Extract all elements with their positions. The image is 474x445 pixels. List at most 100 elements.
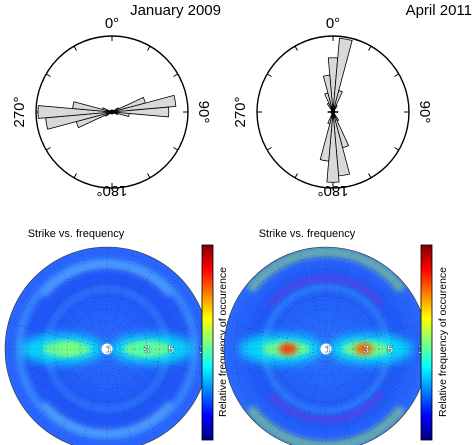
grid-spoke (55, 260, 108, 350)
rose-title: April 2011 (406, 2, 472, 19)
grid-ring (40, 282, 174, 416)
radial-label: 5 (387, 344, 393, 356)
rose-petal (111, 94, 177, 113)
radial-label: 1 (106, 344, 112, 356)
grid-spoke (237, 348, 327, 401)
rose-tick (173, 147, 179, 151)
rose-tick (73, 45, 77, 51)
rose-center (109, 109, 115, 115)
rose-petal (327, 111, 334, 125)
grid-spoke (325, 348, 353, 445)
grid-spoke (106, 322, 206, 350)
grid-ring (298, 321, 354, 377)
grid-ring (311, 334, 341, 364)
grid-spoke (227, 322, 327, 350)
colorbar (420, 244, 433, 441)
radial-label: 1 (325, 344, 331, 356)
grid-spoke (253, 348, 327, 422)
grid-spoke (325, 322, 425, 350)
grid-spoke (55, 348, 108, 438)
grid-spoke (34, 348, 108, 422)
rose-tick (173, 73, 179, 77)
rose-tick (266, 147, 272, 151)
rose-petal (322, 74, 334, 113)
heatmap-subtitle: Strike vs. frequency (259, 228, 356, 240)
grid-spoke (325, 276, 399, 350)
rose-tick (45, 73, 51, 77)
rose-tick (294, 45, 298, 51)
rose-tick (73, 173, 77, 179)
grid-ring (79, 321, 135, 377)
grid-ring (92, 334, 122, 364)
grid-spoke (325, 348, 378, 438)
grid-spoke (106, 348, 159, 438)
direction-label-north: 0° (105, 15, 119, 32)
grid-spoke (106, 276, 180, 350)
grid-spoke (253, 276, 327, 350)
grid-spoke (325, 348, 415, 401)
colorbar-label: Relative frequency of occurence (217, 267, 229, 417)
radial-label: 3 (144, 344, 150, 356)
grid-spoke (106, 348, 134, 445)
grid-spoke (299, 250, 327, 350)
rose-petal (326, 111, 340, 183)
rose-tick (368, 173, 372, 179)
direction-label-east: 90° (416, 101, 433, 124)
hotspot-peak (60, 343, 78, 355)
grid-spoke (18, 348, 108, 401)
direction-label-south: 180° (317, 182, 348, 199)
grid-spoke (8, 322, 108, 350)
center-marker (320, 343, 332, 355)
hotspot-peak (279, 343, 297, 355)
direction-label-south: 180° (96, 182, 127, 199)
direction-label-west: 270° (232, 96, 249, 127)
grid-ring (259, 282, 393, 416)
grid-spoke (106, 250, 134, 350)
radial-label: 5 (168, 344, 174, 356)
direction-label-west: 270° (11, 96, 28, 127)
rose-petal (101, 107, 113, 113)
grid-spoke (227, 348, 327, 376)
grid-spoke (274, 260, 327, 350)
heatmap-subtitle: Strike vs. frequency (28, 228, 125, 240)
grid-spoke (80, 250, 108, 350)
grid-spoke (106, 260, 159, 350)
grid-spoke (325, 297, 415, 350)
radial-label: 3 (363, 344, 369, 356)
rose-tick (147, 173, 151, 179)
direction-label-north: 0° (326, 15, 340, 32)
direction-label-east: 90° (195, 101, 212, 124)
rose-tick (368, 45, 372, 51)
grid-ring (27, 269, 187, 429)
strike-frequency-heatmap-april-2011: Strike vs. frequency 13510 Relative freq… (223, 228, 449, 445)
rose-diagram-april-2011: April 2011 0° 180° 90° 270° (232, 2, 472, 199)
strike-frequency-heatmap-january-2009: Strike vs. frequency 13510 Relative freq… (4, 228, 229, 445)
grid-spoke (80, 348, 108, 445)
grid-spoke (325, 348, 399, 422)
grid-spoke (325, 250, 353, 350)
rose-title: January 2009 (130, 2, 221, 19)
rose-petal (37, 105, 113, 119)
grid-spoke (274, 348, 327, 438)
rose-tick (45, 147, 51, 151)
rose-tick (394, 147, 400, 151)
grid-spoke (325, 348, 425, 376)
rose-center (330, 109, 336, 115)
hotspot-peak (136, 343, 154, 355)
grid-spoke (106, 348, 180, 422)
grid-ring (246, 269, 406, 429)
grid-spoke (106, 348, 196, 401)
colorbar-label: Relative frequency of occurence (437, 267, 449, 417)
grid-spoke (299, 348, 327, 445)
grid-spoke (8, 348, 108, 376)
rose-tick (266, 73, 272, 77)
rose-tick (147, 45, 151, 51)
rose-tick (294, 173, 298, 179)
grid-spoke (106, 348, 206, 376)
colorbar (201, 244, 214, 441)
hotspot-peak (355, 343, 373, 355)
grid-spoke (34, 276, 108, 350)
grid-spoke (18, 297, 108, 350)
rose-petal (111, 106, 170, 118)
